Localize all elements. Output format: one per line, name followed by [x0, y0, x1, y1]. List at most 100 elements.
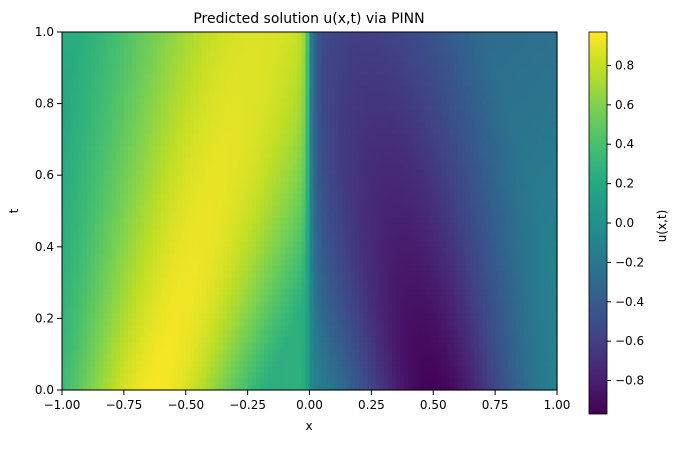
heatmap-cell	[420, 294, 426, 302]
heatmap-cell	[503, 366, 509, 373]
heatmap-cell	[82, 139, 88, 146]
heatmap-cell	[198, 151, 203, 158]
heatmap-cell	[309, 324, 315, 331]
heatmap-cell	[288, 348, 294, 355]
heatmap-cell	[90, 276, 96, 284]
heatmap-cell	[507, 234, 513, 242]
heatmap-cell	[235, 336, 240, 343]
heatmap-cell	[255, 151, 261, 158]
heatmap-cell	[425, 366, 430, 373]
heatmap-cell	[445, 324, 451, 331]
heatmap-cell	[478, 318, 484, 325]
heatmap-cell	[466, 222, 471, 230]
heatmap-cell	[383, 342, 389, 349]
heatmap-cell	[536, 211, 542, 218]
heatmap-cell	[247, 354, 253, 361]
heatmap-cell	[264, 187, 269, 194]
heatmap-cell	[441, 336, 447, 343]
heatmap-cell	[544, 258, 550, 266]
heatmap-cell	[165, 366, 170, 373]
heatmap-cell	[177, 205, 183, 212]
heatmap-cell	[342, 264, 348, 272]
heatmap-cell	[482, 145, 488, 152]
heatmap-cell	[511, 330, 517, 337]
heatmap-cell	[408, 318, 414, 325]
heatmap-cell	[470, 282, 476, 290]
heatmap-cell	[239, 366, 245, 373]
heatmap-cell	[474, 163, 480, 170]
heatmap-cell	[552, 199, 558, 206]
heatmap-cell	[148, 360, 154, 367]
heatmap-cell	[284, 157, 290, 164]
heatmap-cell	[441, 276, 447, 284]
heatmap-cell	[412, 163, 418, 170]
heatmap-cell	[272, 211, 278, 218]
heatmap-cell	[528, 258, 533, 266]
heatmap-cell	[173, 354, 179, 361]
heatmap-cell	[66, 324, 71, 331]
heatmap-cell	[466, 145, 471, 152]
heatmap-cell	[544, 205, 550, 212]
heatmap-cell	[272, 288, 278, 296]
heatmap-cell	[354, 199, 360, 206]
heatmap-cell	[532, 169, 537, 176]
heatmap-cell	[136, 276, 141, 284]
heatmap-cell	[350, 205, 356, 212]
heatmap-cell	[177, 151, 183, 158]
heatmap-cell	[416, 199, 422, 206]
heatmap-cell	[519, 181, 525, 188]
heatmap-cell	[387, 282, 393, 290]
heatmap-cell	[103, 222, 108, 230]
heatmap-cell	[210, 252, 216, 260]
heatmap-cell	[222, 228, 228, 236]
heatmap-cell	[371, 187, 377, 194]
heatmap-cell	[90, 163, 96, 170]
heatmap-cell	[363, 222, 368, 230]
heatmap-cell	[62, 324, 67, 331]
heatmap-cell	[342, 366, 348, 373]
heatmap-cell	[482, 240, 488, 248]
heatmap-cell	[128, 324, 133, 331]
heatmap-cell	[115, 199, 121, 206]
heatmap-cell	[177, 342, 183, 349]
heatmap-cell	[412, 384, 418, 391]
heatmap-cell	[198, 348, 203, 355]
heatmap-cell	[548, 205, 554, 212]
heatmap-cell	[161, 169, 166, 176]
heatmap-cell	[342, 240, 348, 248]
heatmap-cell	[396, 360, 401, 367]
heatmap-cell	[470, 366, 476, 373]
heatmap-cell	[420, 324, 426, 331]
heatmap-cell	[363, 246, 368, 254]
heatmap-cell	[74, 276, 80, 284]
heatmap-cell	[107, 342, 113, 349]
heatmap-cell	[387, 264, 393, 272]
heatmap-cell	[235, 222, 240, 230]
heatmap-cell	[552, 330, 558, 337]
heatmap-cell	[235, 348, 240, 355]
heatmap-cell	[231, 348, 236, 355]
heatmap-cell	[482, 282, 488, 290]
heatmap-cell	[128, 211, 133, 218]
heatmap-cell	[293, 234, 298, 242]
heatmap-cell	[268, 384, 273, 391]
heatmap-cell	[194, 222, 199, 230]
heatmap-cell	[99, 270, 104, 278]
heatmap-cell	[280, 360, 286, 367]
heatmap-cell	[305, 342, 311, 349]
heatmap-cell	[202, 211, 207, 218]
heatmap-cell	[511, 264, 517, 272]
heatmap-cell	[62, 246, 67, 254]
heatmap-cell	[62, 187, 67, 194]
heatmap-cell	[202, 348, 207, 355]
heatmap-cell	[519, 348, 525, 355]
heatmap-cell	[416, 276, 422, 284]
heatmap-cell	[462, 157, 467, 164]
heatmap-cell	[156, 378, 162, 385]
heatmap-cell	[548, 336, 554, 343]
heatmap-cell	[495, 384, 500, 391]
heatmap-cell	[371, 169, 377, 176]
heatmap-cell	[86, 360, 92, 367]
heatmap-cell	[95, 372, 100, 379]
heatmap-cell	[272, 175, 278, 182]
